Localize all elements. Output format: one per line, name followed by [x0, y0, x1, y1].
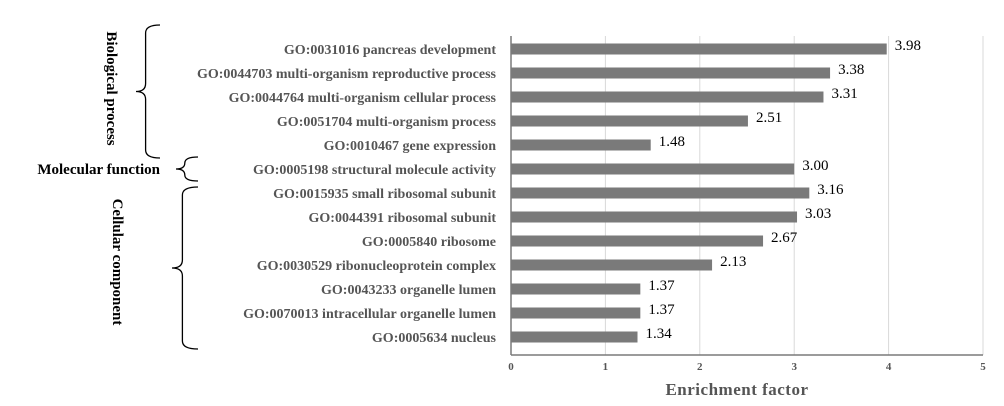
category-label: GO:0044764 multi-organism cellular proce… — [229, 91, 497, 106]
value-label: 1.37 — [648, 302, 675, 318]
group-label-cellular-component: Cellular component — [109, 199, 125, 326]
value-label: 1.34 — [645, 326, 672, 342]
x-tick-label: 3 — [791, 361, 797, 373]
category-label: GO:0044391 ribosomal subunit — [309, 211, 497, 226]
bar — [511, 307, 641, 319]
bar — [511, 259, 713, 271]
value-label: 2.51 — [756, 110, 782, 126]
bar — [511, 211, 798, 223]
category-label: GO:0051704 multi-organism process — [277, 115, 497, 130]
category-label: GO:0030529 ribonucleoprotein complex — [257, 259, 496, 274]
bar — [511, 331, 638, 343]
value-label: 1.37 — [648, 278, 675, 294]
x-axis-title: Enrichment factor — [665, 380, 808, 399]
group-layer: Biological process Molecular function Cell… — [37, 24, 199, 350]
bar — [511, 163, 795, 175]
value-label: 2.13 — [720, 254, 746, 270]
x-tick-label: 5 — [980, 361, 986, 373]
category-label: GO:0031016 pancreas development — [284, 43, 496, 58]
category-label: GO:0070013 intracellular organelle lumen — [243, 307, 496, 322]
value-label: 3.00 — [802, 158, 828, 174]
value-label: 3.31 — [831, 86, 857, 102]
x-tick-label: 2 — [697, 361, 703, 373]
x-tick-label: 1 — [603, 361, 609, 373]
value-label: 3.03 — [805, 206, 831, 222]
group-brace — [135, 24, 161, 159]
value-label: 3.98 — [895, 38, 921, 54]
group-brace — [171, 186, 199, 350]
value-label: 2.67 — [771, 230, 798, 246]
value-label: 1.48 — [659, 134, 685, 150]
category-label: GO:0010467 gene expression — [324, 139, 497, 154]
category-label: GO:0043233 organelle lumen — [321, 283, 496, 298]
x-tick-label: 0 — [508, 361, 514, 373]
category-label: GO:0005198 structural molecule activity — [253, 163, 496, 178]
group-brace — [175, 156, 199, 182]
category-label: GO:0015935 small ribosomal subunit — [273, 187, 496, 202]
bar — [511, 43, 887, 55]
category-label: GO:0005634 nucleus — [372, 331, 497, 346]
bar — [511, 115, 748, 127]
bar — [511, 187, 810, 199]
category-label: GO:0005840 ribosome — [362, 235, 496, 250]
bar — [511, 91, 824, 103]
bar — [511, 283, 641, 295]
group-label-biological-process: Biological process — [103, 31, 119, 145]
value-label: 3.38 — [838, 62, 864, 78]
value-label: 3.16 — [817, 182, 844, 198]
label-layer: GO:0031016 pancreas development 3.98 GO:00… — [197, 38, 921, 346]
bar — [511, 235, 764, 247]
bar — [511, 67, 831, 79]
bar — [511, 139, 651, 151]
x-tick-label: 4 — [886, 361, 892, 373]
axis-layer: 0 1 2 3 4 5 — [508, 36, 986, 373]
category-label: GO:0044703 multi-organism reproductive p… — [197, 67, 497, 82]
group-label-molecular-function: Molecular function — [37, 162, 160, 178]
bar-layer — [511, 43, 887, 343]
